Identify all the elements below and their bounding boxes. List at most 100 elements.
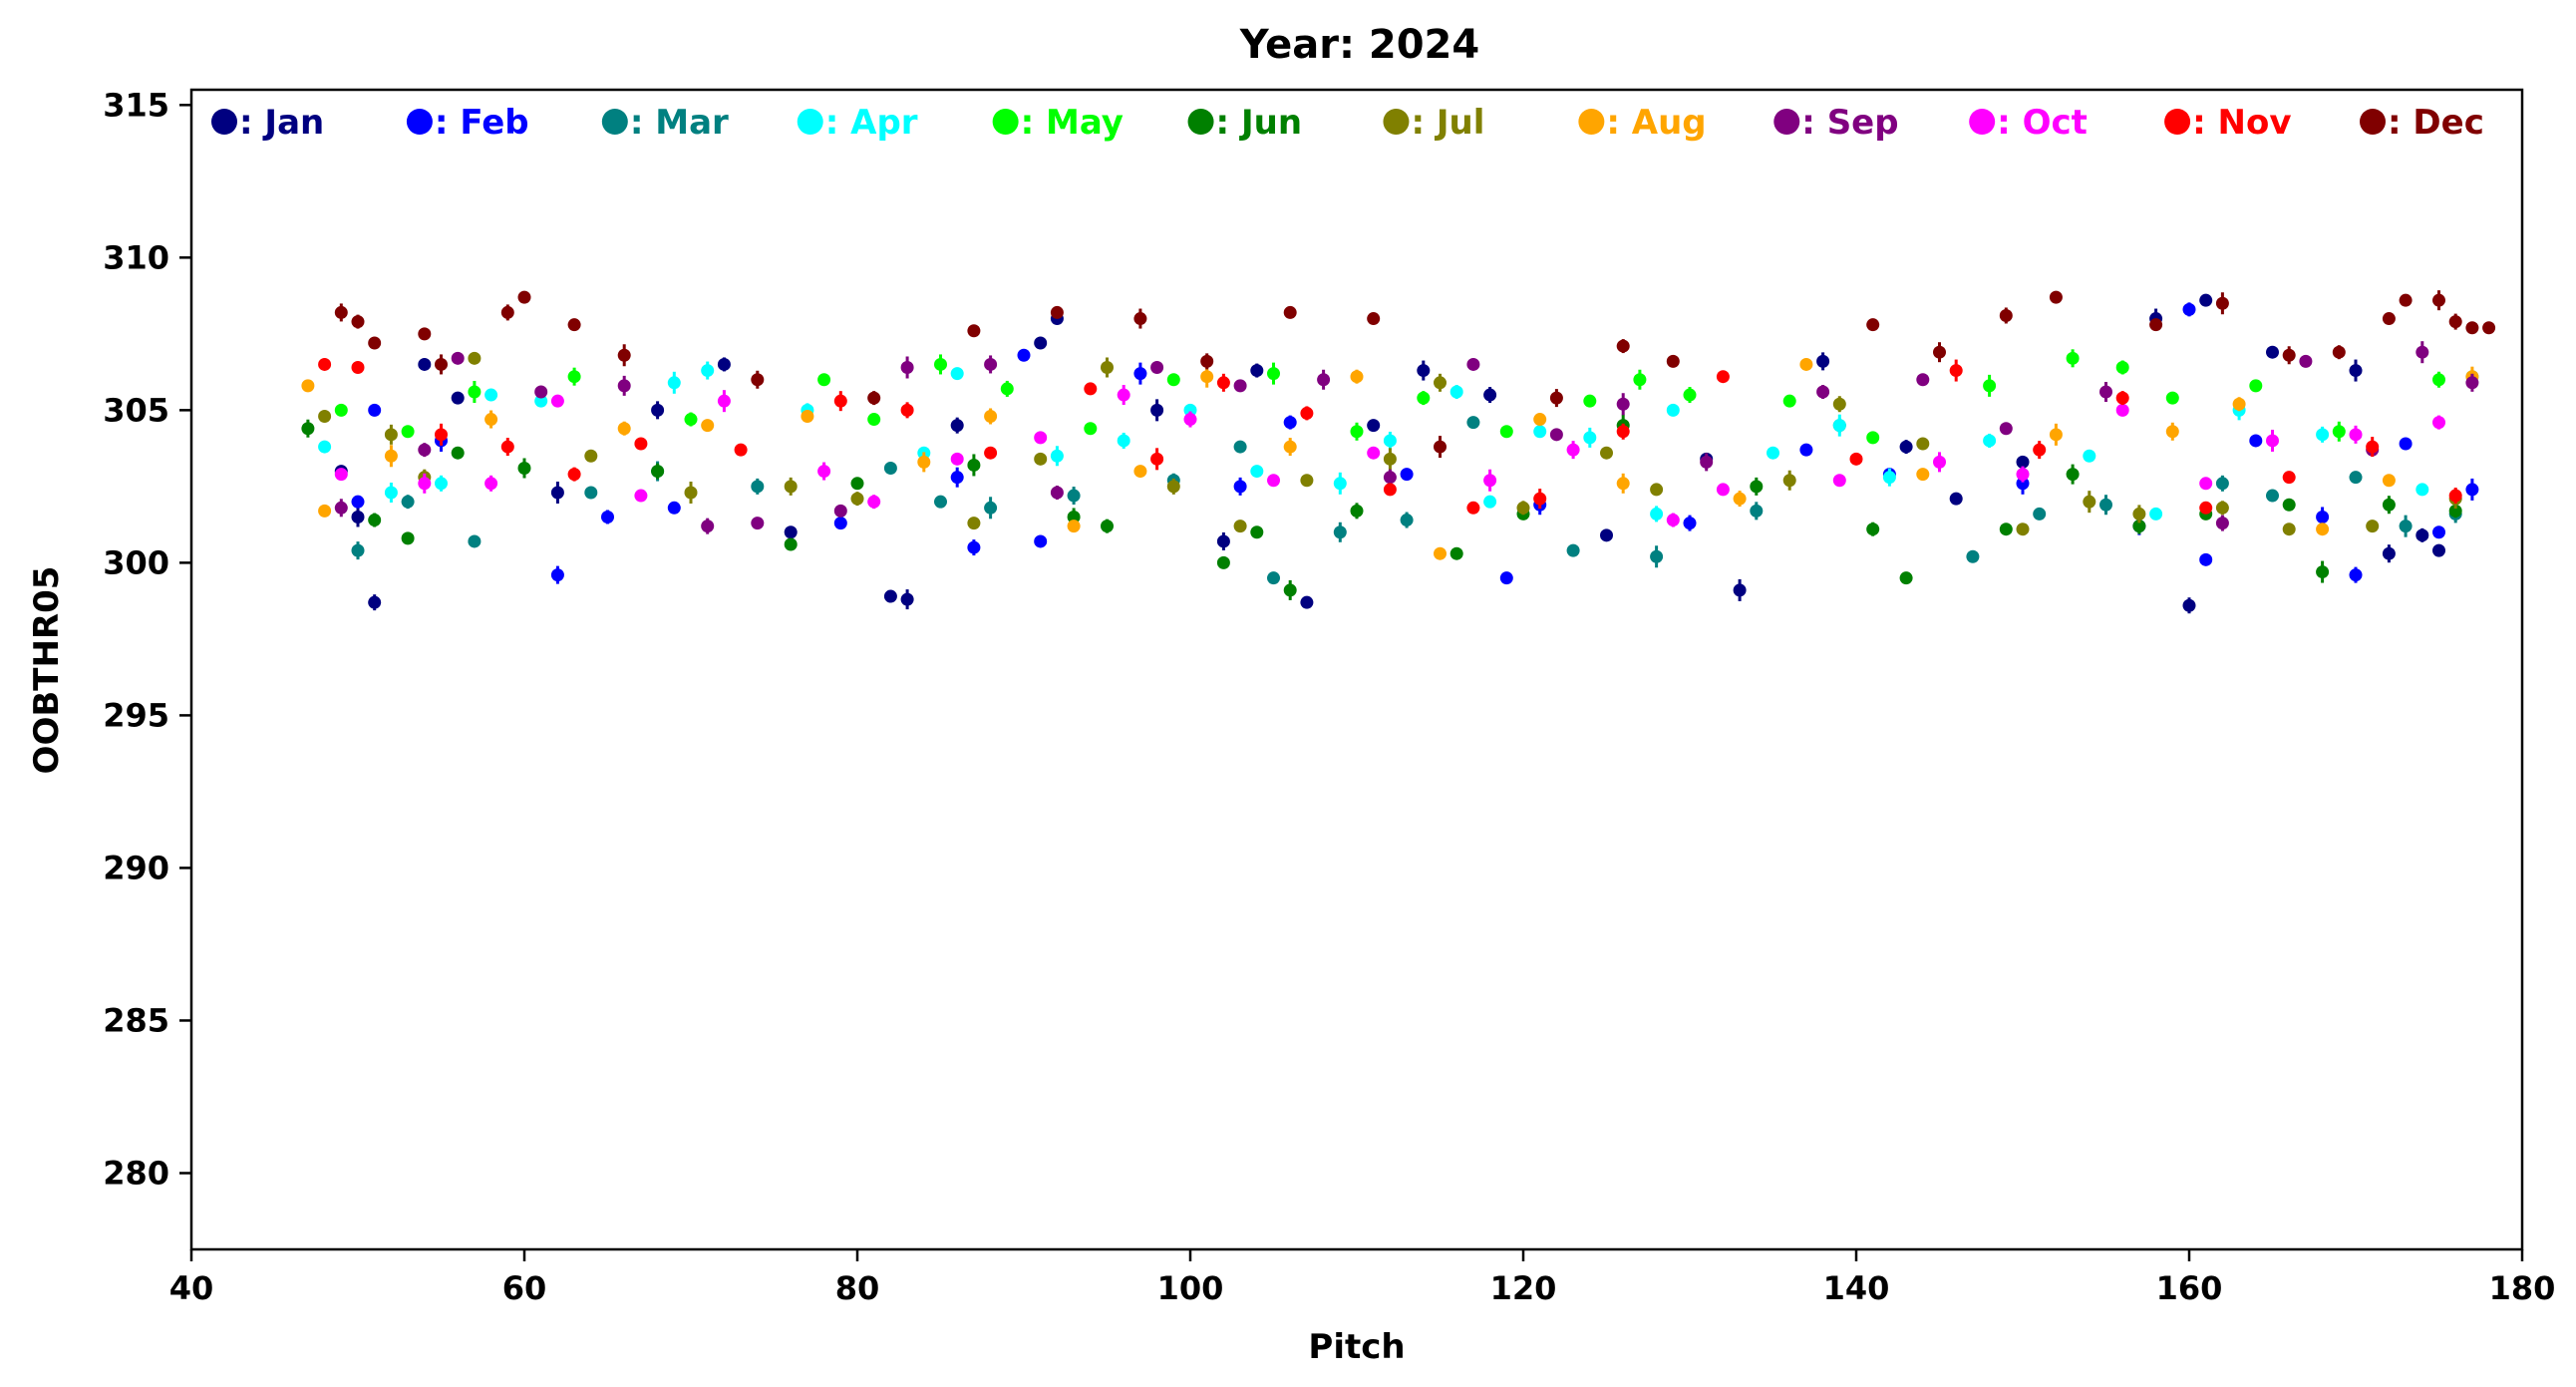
data-point [833, 394, 847, 408]
data-point [2282, 522, 2296, 536]
data-point [2165, 391, 2179, 405]
data-point [2016, 477, 2030, 491]
data-point [1400, 468, 1414, 482]
data-point [318, 409, 332, 423]
legend-label: : Jan [239, 103, 324, 143]
data-point [1034, 534, 1048, 548]
data-point [1300, 406, 1314, 420]
y-tick-label: 310 [103, 238, 169, 276]
data-point [2399, 293, 2413, 307]
data-point [817, 465, 831, 479]
data-point [418, 443, 432, 457]
data-point [900, 361, 914, 375]
data-point [867, 413, 881, 427]
chart-title: Year: 2024 [1239, 22, 1479, 68]
data-point [617, 348, 631, 362]
data-point [1449, 385, 1463, 399]
data-point [1233, 480, 1247, 494]
data-point [1101, 520, 1114, 533]
legend-label: : Feb [435, 103, 529, 143]
data-point [1999, 422, 2013, 436]
data-point [2366, 440, 2380, 454]
legend-label: : Jul [1411, 103, 1484, 143]
data-point [351, 361, 365, 375]
data-point [717, 357, 731, 371]
data-point [1799, 357, 1813, 371]
data-point [2199, 293, 2213, 307]
data-point [500, 440, 514, 454]
data-point [1300, 595, 1314, 609]
data-point [2132, 520, 2146, 533]
data-point [2432, 525, 2445, 539]
data-point [1516, 501, 1530, 515]
data-point [468, 385, 482, 399]
data-point [1466, 501, 1480, 515]
data-point [1050, 305, 1064, 319]
data-point [1267, 571, 1280, 585]
data-point [451, 446, 465, 460]
x-tick-label: 180 [2489, 1269, 2556, 1307]
data-point [1666, 354, 1680, 368]
data-point [2332, 425, 2346, 439]
data-point [2199, 552, 2213, 566]
data-point [1767, 446, 1779, 460]
data-point [1899, 571, 1913, 585]
data-point [2099, 498, 2112, 512]
data-point [1566, 543, 1580, 557]
x-tick-label: 40 [169, 1269, 214, 1307]
legend-marker [211, 109, 237, 135]
data-point [701, 364, 715, 378]
data-point [1700, 455, 1714, 469]
data-point [1616, 397, 1630, 411]
data-point [1250, 525, 1264, 539]
data-point [950, 471, 964, 485]
data-point [1434, 546, 1447, 560]
legend-item-mar: : Mar [601, 103, 729, 143]
data-point [1283, 416, 1297, 430]
data-point [1434, 376, 1447, 390]
data-point [334, 305, 348, 319]
data-point [2066, 468, 2080, 482]
data-point [1034, 431, 1048, 445]
data-point [2199, 477, 2213, 491]
data-point [2249, 434, 2263, 448]
legend-label: : Aug [1606, 103, 1706, 143]
legend-marker [601, 109, 628, 135]
legend-marker [2360, 109, 2386, 135]
data-point [1499, 571, 1513, 585]
legend-marker [1773, 109, 1800, 135]
x-axis: 40 60 80 100 120 140 160 180 [169, 1249, 2556, 1307]
data-point [2215, 517, 2229, 530]
legend-marker [797, 109, 823, 135]
data-point [334, 501, 348, 515]
data-point [684, 486, 698, 500]
series-nov [318, 357, 2462, 515]
data-point [1150, 403, 1164, 417]
data-point [1483, 474, 1497, 488]
data-point [1233, 520, 1247, 533]
data-point [2465, 483, 2479, 497]
data-point [833, 504, 847, 518]
data-point [2182, 302, 2196, 316]
data-point [867, 495, 881, 509]
data-point [1350, 370, 1364, 384]
data-point [484, 477, 498, 491]
data-point [2399, 437, 2413, 451]
data-point [2115, 403, 2129, 417]
data-point [2049, 290, 2063, 304]
data-point [384, 449, 398, 463]
data-point [1533, 425, 1547, 439]
y-tick-label: 285 [103, 1001, 169, 1039]
data-point [1166, 480, 1180, 494]
data-point [1499, 425, 1513, 439]
data-point [484, 388, 498, 402]
legend-item-dec: : Dec [2360, 103, 2484, 143]
data-point [1816, 385, 1830, 399]
data-point [900, 403, 914, 417]
data-point [2083, 495, 2096, 509]
data-point [784, 480, 798, 494]
data-point [967, 517, 981, 530]
data-point [318, 440, 332, 454]
data-point [1067, 489, 1081, 503]
data-point [368, 403, 382, 417]
